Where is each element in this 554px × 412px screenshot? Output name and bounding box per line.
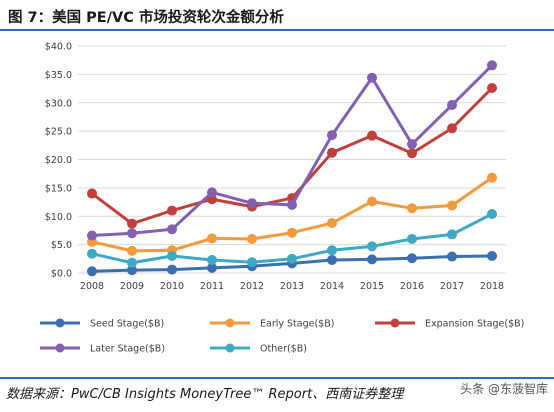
data-point-later-stage: [127, 228, 137, 239]
data-point-later-stage: [247, 198, 257, 209]
x-tick-label: 2011: [200, 281, 224, 292]
data-point-expansion-stage: [87, 188, 97, 199]
data-point-later-stage: [167, 224, 177, 235]
data-point-seed-stage: [487, 250, 497, 261]
y-tick-label: $25.0: [45, 127, 72, 138]
data-point-later-stage: [287, 199, 297, 210]
data-point-early-stage: [327, 218, 337, 229]
data-point-other: [287, 253, 297, 264]
y-axis: $0.0 $5.0 $10.0 $15.0 $20.0 $25.0 $30.0 $35.0 $4…: [45, 42, 72, 280]
x-tick-label: 2015: [360, 281, 384, 292]
data-point-seed-stage: [447, 251, 457, 262]
x-axis: 2008 2009 2010 2011 2012 2013 2014 2015 2016 2017…: [80, 281, 504, 292]
data-point-early-stage: [287, 227, 297, 238]
data-point-early-stage: [207, 233, 217, 244]
data-point-other: [87, 248, 97, 259]
data-point-other: [487, 208, 497, 219]
x-tick-label: 2016: [400, 281, 424, 292]
data-point-other: [327, 245, 337, 256]
data-point-later-stage: [367, 72, 377, 83]
y-tick-label: $35.0: [45, 70, 72, 81]
data-point-expansion-stage: [127, 218, 137, 229]
legend-label-seed-stage: Seed Stage($B): [90, 319, 164, 330]
legend-label-later-stage: Later Stage($B): [90, 344, 165, 355]
data-point-early-stage: [447, 200, 457, 211]
y-tick-label: $30.0: [45, 98, 72, 109]
data-point-later-stage: [327, 130, 337, 141]
data-point-other: [407, 233, 417, 244]
data-point-other: [247, 257, 257, 268]
x-tick-label: 2018: [480, 281, 504, 292]
watermark: 头条 @东菠智库: [460, 382, 548, 396]
data-point-expansion-stage: [407, 148, 417, 159]
data-point-other: [447, 229, 457, 240]
y-tick-label: $15.0: [45, 183, 72, 194]
data-point-other: [167, 250, 177, 261]
data-point-later-stage: [87, 230, 97, 241]
data-point-early-stage: [127, 245, 137, 256]
y-tick-label: $20.0: [45, 155, 72, 166]
legend-swatch-marker-later-stage: [55, 343, 65, 353]
title-divider: [0, 29, 554, 31]
x-tick-label: 2013: [280, 281, 304, 292]
data-point-early-stage: [367, 196, 377, 207]
legend-swatch-marker-expansion-stage: [390, 318, 400, 328]
data-point-early-stage: [407, 203, 417, 214]
legend-swatch-marker-early-stage: [225, 318, 235, 328]
data-point-other: [127, 257, 137, 268]
series-line-early-stage: [90, 176, 494, 253]
legend-swatch-marker-seed-stage: [55, 318, 65, 328]
legend-label-expansion-stage: Expansion Stage($B): [425, 319, 524, 330]
data-point-seed-stage: [127, 265, 137, 276]
data-point-seed-stage: [407, 253, 417, 264]
series-layer: [87, 60, 497, 277]
y-tick-label: $5.0: [51, 240, 72, 251]
legend-label-early-stage: Early Stage($B): [260, 319, 334, 330]
y-tick-label: $40.0: [45, 42, 72, 53]
data-point-early-stage: [487, 172, 497, 183]
x-tick-label: 2008: [80, 281, 104, 292]
series-line-later-stage: [90, 63, 494, 238]
data-point-expansion-stage: [447, 123, 457, 134]
x-tick-label: 2009: [120, 281, 144, 292]
data-point-other: [367, 241, 377, 252]
grid-layer: [78, 45, 506, 274]
data-point-expansion-stage: [327, 147, 337, 158]
line-chart: $0.0 $5.0 $10.0 $15.0 $20.0 $25.0 $30.0 $35.0 $4…: [40, 42, 524, 355]
source-divider: [0, 377, 554, 379]
data-point-early-stage: [247, 233, 257, 244]
data-point-seed-stage: [167, 264, 177, 275]
data-point-expansion-stage: [487, 82, 497, 93]
data-point-later-stage: [487, 60, 497, 71]
data-point-expansion-stage: [167, 205, 177, 216]
x-tick-label: 2012: [240, 281, 264, 292]
data-point-other: [207, 254, 217, 265]
data-point-later-stage: [447, 100, 457, 111]
x-tick-label: 2014: [320, 281, 344, 292]
x-tick-label: 2010: [160, 281, 184, 292]
x-tick-label: 2017: [440, 281, 464, 292]
data-point-seed-stage: [367, 254, 377, 265]
data-point-expansion-stage: [367, 130, 377, 141]
legend-swatch-marker-other: [225, 343, 235, 353]
data-point-later-stage: [207, 187, 217, 198]
legend: Seed Stage($B) Early Stage($B) Expansion S…: [40, 318, 524, 355]
data-point-seed-stage: [87, 266, 97, 277]
data-point-seed-stage: [327, 254, 337, 265]
source-note: 数据来源：PwC/CB Insights MoneyTree™ Report、西…: [6, 387, 404, 402]
legend-label-other: Other($B): [260, 344, 307, 355]
page-title: 图 7：美国 PE/VC 市场投资轮次金额分析: [8, 10, 284, 26]
y-tick-label: $10.0: [45, 212, 72, 223]
data-point-later-stage: [407, 139, 417, 150]
data-point-seed-stage: [207, 262, 217, 273]
y-tick-label: $0.0: [51, 269, 72, 280]
